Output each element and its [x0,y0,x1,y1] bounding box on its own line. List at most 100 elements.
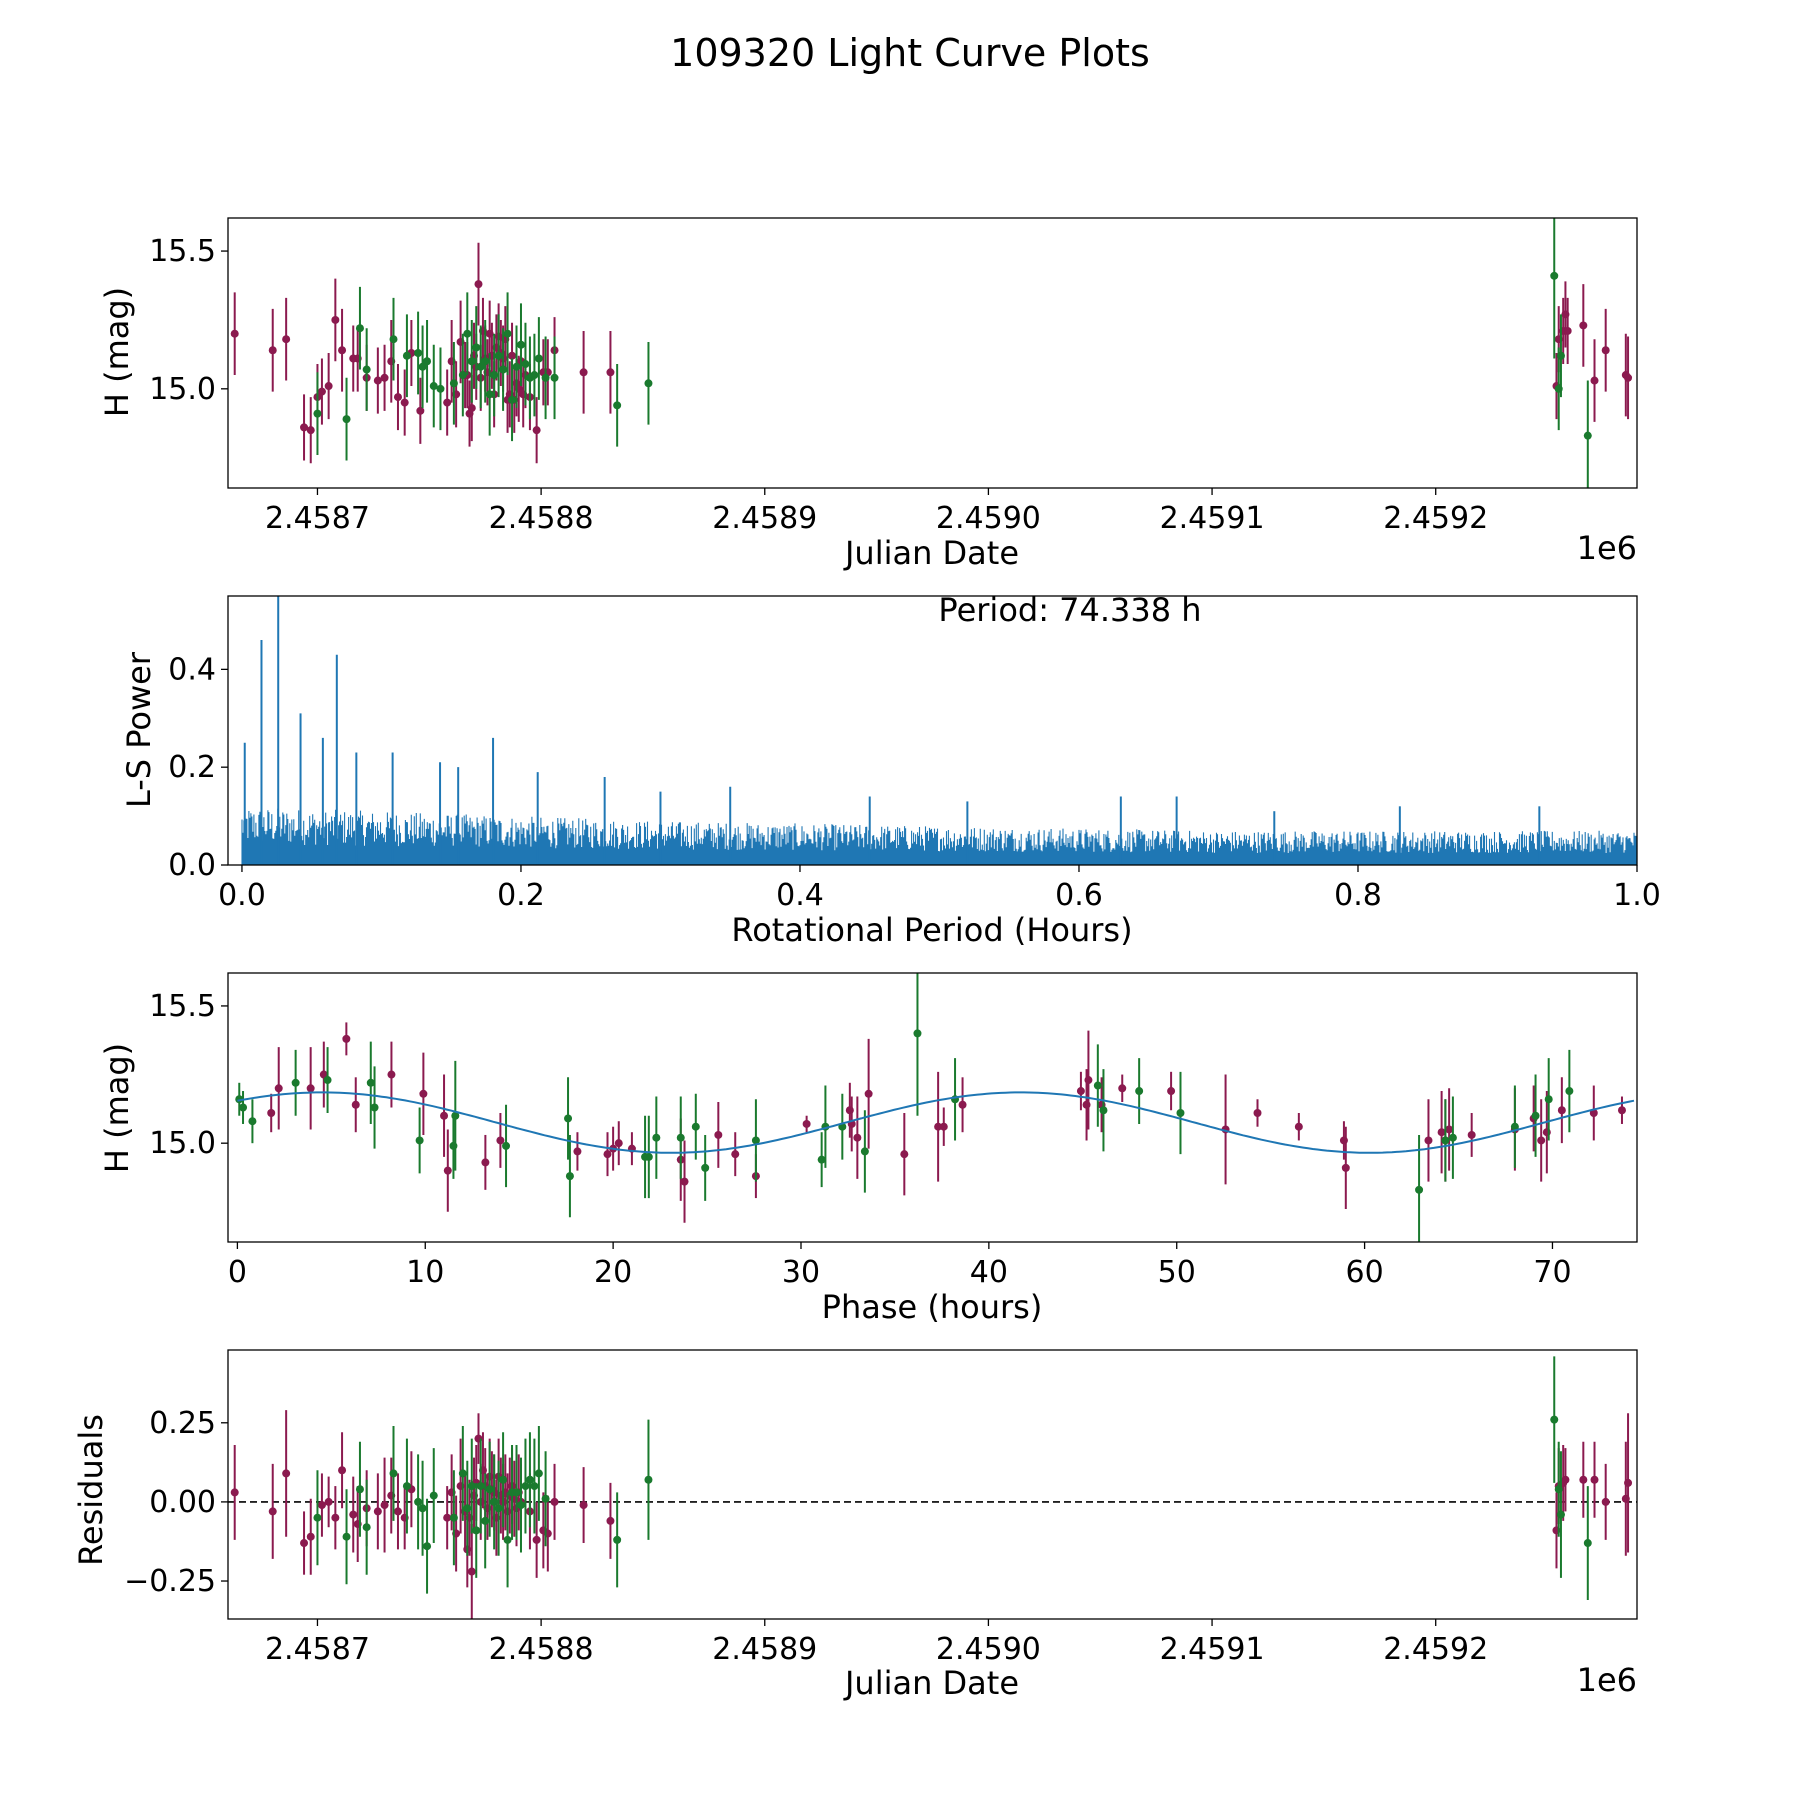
lightcurve-point [1583,431,1592,440]
lightcurve-point [467,357,476,366]
phase-point [817,1155,826,1164]
residuals-ytick-label: −0.25 [124,1564,216,1599]
residuals-xtick-label: 2.4591 [1160,1632,1265,1667]
phase-point [1424,1136,1433,1145]
phase-point [1565,1087,1574,1096]
lightcurve-point [1601,346,1610,355]
lightcurve-point [402,351,411,360]
residuals-point [494,1504,503,1513]
lightcurve-point [338,346,347,355]
residuals-point [313,1513,322,1522]
lightcurve-point [414,349,423,357]
residuals-point [481,1516,490,1525]
phase-points [235,973,1626,1242]
residuals-point [282,1469,291,1478]
residuals-xlabel: Julian Date [843,1664,1019,1702]
phase-point [481,1158,490,1167]
phase-point [860,1147,869,1156]
lightcurve-point [306,426,315,435]
lightcurve-point [458,371,467,380]
residuals-point [1583,1539,1592,1548]
figure-title: 109320 Light Curve Plots [670,31,1150,75]
residuals-xtick-label: 2.4590 [936,1632,1041,1667]
lightcurve-point [418,362,427,371]
phase-point [691,1122,700,1131]
lightcurve-xtick-label: 2.4588 [489,501,594,536]
residuals-point [324,1497,333,1506]
phase-xtick-label: 10 [406,1255,444,1290]
periodogram-xlabel: Rotational Period (Hours) [731,911,1132,949]
lightcurve-point [230,329,239,338]
phase-point [1557,1106,1566,1115]
phase-point [1510,1122,1519,1131]
phase-point [496,1136,505,1145]
residuals-point [402,1482,411,1491]
residuals-point [349,1510,358,1519]
periodogram-ylabel: L-S Power [120,651,158,808]
phase-point [415,1136,424,1145]
periodogram-trace-layer [241,596,1637,865]
lightcurve-points [230,218,1633,488]
lightcurve-point [1579,321,1588,330]
phase-ylabel: H (mag) [98,1043,136,1173]
lightcurve-point [449,379,458,388]
residuals-panel: Julian Date Residuals 1e6 2.4587 2.4588 2.… [72,1349,1638,1702]
residuals-point [389,1469,398,1478]
lightcurve-point [355,324,364,333]
periodogram-xtick-label: 1.0 [1613,878,1661,913]
lightcurve-ytick-label: 15.5 [149,234,216,269]
periodogram-trace [241,806,1637,865]
residuals-point [516,1501,525,1510]
periodogram-xtick-label: 0.4 [776,878,824,913]
residuals-point [525,1475,534,1484]
phase-point [267,1108,276,1117]
phase-point [1544,1095,1553,1104]
residuals-points [230,1356,1633,1619]
phase-point [714,1130,723,1139]
phase-point [235,1095,244,1104]
periodogram-ytick-label: 0.2 [168,750,216,785]
lightcurve-point [613,401,622,410]
lightcurve-point [467,404,476,413]
phase-point [1448,1133,1457,1142]
phase-point [1076,1087,1085,1096]
lightcurve-point [362,365,371,374]
residuals-point [476,1482,485,1491]
phase-point [1617,1106,1626,1115]
lightcurve-point [481,357,490,366]
periodogram-annotation: Period: 74.338 h [938,591,1201,629]
residuals-point [472,1526,481,1535]
phase-panel: Phase (hours) H (mag) 0 10 20 30 40 50 60 70 15.… [98,972,1638,1326]
residuals-point [306,1532,315,1541]
lightcurve-xtick-label: 2.4592 [1383,501,1488,536]
residuals-xtick-label: 2.4587 [265,1632,370,1667]
residuals-ytick-label: 0.25 [149,1406,216,1441]
phase-point [676,1133,685,1142]
lightcurve-point [508,395,517,404]
phase-point [440,1111,449,1120]
periodogram-xtick-label: 0.2 [497,878,545,913]
lightcurve-xtick-label: 2.4587 [265,501,370,536]
residuals-point [355,1485,364,1494]
residuals-point [534,1469,543,1478]
phase-fit-line [237,1091,1635,1154]
lightcurve-point [541,373,550,382]
phase-point [306,1084,315,1093]
phase-point [351,1100,360,1109]
residuals-point [414,1497,423,1506]
periodogram-xtick-label: 0.6 [1055,878,1103,913]
phase-point [1437,1128,1446,1137]
lightcurve-point [324,382,333,391]
lightcurve-point [508,351,517,360]
lightcurve-point [521,360,530,369]
residuals-point [449,1513,458,1522]
lightcurve-xtick-label: 2.4591 [1160,501,1265,536]
residuals-point [521,1482,530,1491]
lightcurve-point [1624,373,1633,382]
residuals-point [423,1542,432,1551]
lightcurve-point [1590,376,1599,385]
lightcurve-ytick-label: 15.0 [149,372,216,407]
lightcurve-point [429,382,438,391]
residuals-point [1579,1475,1588,1484]
phase-xtick-label: 20 [594,1255,632,1290]
